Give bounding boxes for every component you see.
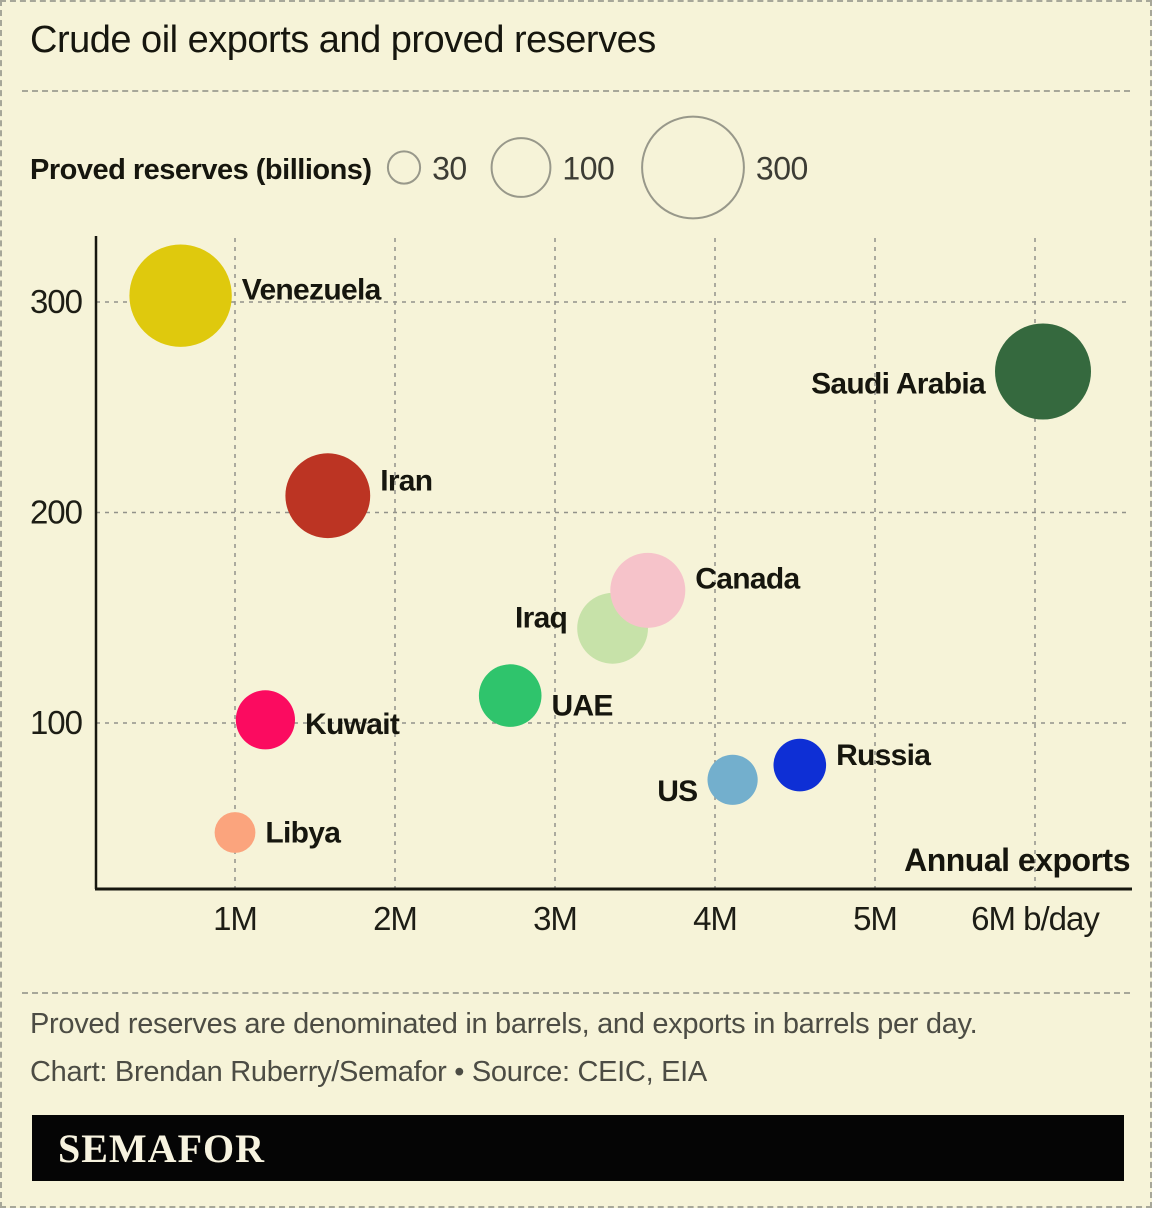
bubble-russia [773,738,827,792]
bubble-iran [285,453,371,539]
top-separator [22,90,1130,92]
legend-size-key: 30 100 300 [386,115,808,220]
bubble-libya [214,812,256,853]
bubble-label-us: US [657,775,697,808]
bubble-label-uae: UAE [552,690,613,723]
bubble-kuwait [235,690,295,750]
footnote-credit: Chart: Brendan Ruberry/Semafor • Source:… [30,1056,707,1088]
legend-circle-300 [641,115,745,220]
tick-labels: 300 200 100 1M 2M 3M 4M 5M 6M b/day [30,283,1101,937]
page-title: Crude oil exports and proved reserves [30,19,656,61]
x-tick-5M: 5M [853,900,897,937]
x-tick-2M: 2M [373,900,417,937]
bubble-label-libya: Libya [265,817,341,850]
x-tick-3M: 3M [533,900,577,937]
semafor-logo-bar: SEMAFOR [32,1115,1124,1181]
bubble-uae [478,664,542,727]
x-tick-1M: 1M [213,900,257,937]
bubbles: Venezuela Iran Kuwait Libya UAE Iraq Canada US R… [129,244,1091,853]
x-tick-4M: 4M [693,900,737,937]
bubble-saudi-arabia [995,323,1091,420]
semafor-logo: SEMAFOR [58,1125,265,1171]
gridlines [96,238,1130,888]
bubble-label-iran: Iran [380,465,432,498]
bubble-label-russia: Russia [836,739,931,772]
y-tick-300: 300 [30,283,83,320]
legend-size-label: 30 [432,151,467,187]
legend-circle-100 [490,137,552,198]
bubble-label-canada: Canada [695,562,800,595]
bubble-label-kuwait: Kuwait [305,708,400,741]
axes [94,236,1132,891]
bubble-venezuela [129,244,232,347]
legend-circle-30 [386,150,422,185]
legend-title: Proved reserves (billions) [30,154,372,186]
y-tick-200: 200 [30,494,83,531]
x-axis-title: Annual exports [904,842,1130,878]
bubble-label-iraq: Iraq [515,601,567,634]
footnote-definition: Proved reserves are denominated in barre… [30,1008,978,1040]
bottom-separator [22,992,1130,994]
bubble-label-venezuela: Venezuela [242,274,382,307]
bubble-us [707,754,758,805]
legend-size-label: 100 [562,151,614,187]
bubble-canada [610,552,686,628]
legend-size-label: 300 [756,151,808,187]
x-tick-6M: 6M b/day [971,900,1100,937]
y-tick-100: 100 [30,704,83,741]
bubble-label-saudi-arabia: Saudi Arabia [811,368,986,401]
